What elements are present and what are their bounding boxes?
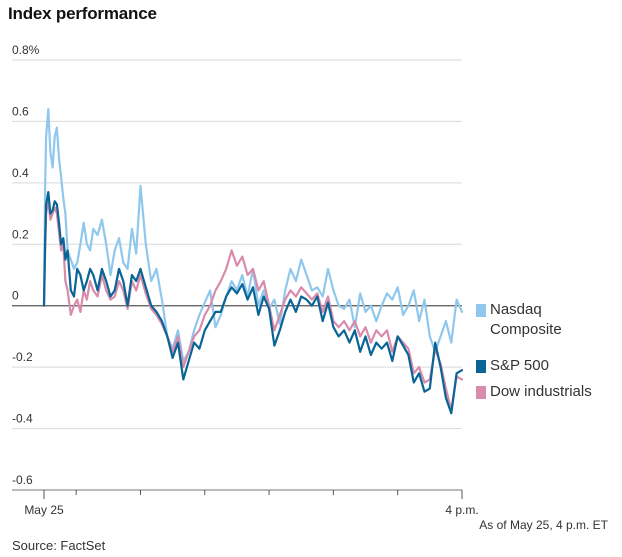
y-tick-label: -0.2 — [12, 350, 33, 364]
series-line-1 — [42, 191, 464, 415]
y-tick-label: 0.2 — [12, 227, 29, 241]
legend-swatch-nasdaq — [476, 304, 486, 317]
y-tick-label: -0.4 — [12, 412, 33, 426]
source-note: Source: FactSet — [12, 538, 106, 553]
as-of-note: As of May 25, 4 p.m. ET — [479, 518, 608, 532]
y-tick-label: 0.6 — [12, 104, 29, 118]
legend-label-nasdaq: Nasdaq Composite — [490, 301, 562, 338]
x-tick-label: 4 p.m. — [445, 503, 478, 517]
legend-swatch-dow — [476, 386, 486, 399]
legend-label-sp500: S&P 500 — [490, 357, 549, 374]
x-tick-label: May 25 — [24, 503, 64, 517]
gridlines — [12, 59, 462, 430]
x-axis: May 25 4 p.m. — [12, 489, 479, 517]
y-tick-labels: 0.8% 0.6 0.4 0.2 0 -0.2 -0.4 -0.6 — [12, 43, 40, 487]
y-tick-label: 0.4 — [12, 166, 29, 180]
series-lines — [42, 107, 464, 415]
chart-title: Index performance — [8, 4, 157, 23]
y-tick-label: 0 — [12, 289, 19, 303]
legend-swatch-sp500 — [476, 360, 486, 373]
y-tick-label: -0.6 — [12, 473, 33, 487]
legend-label-dow: Dow industrials — [490, 383, 592, 400]
series-line-2 — [42, 200, 464, 412]
y-tick-label: 0.8% — [12, 43, 40, 57]
series-line-0 — [42, 107, 464, 363]
